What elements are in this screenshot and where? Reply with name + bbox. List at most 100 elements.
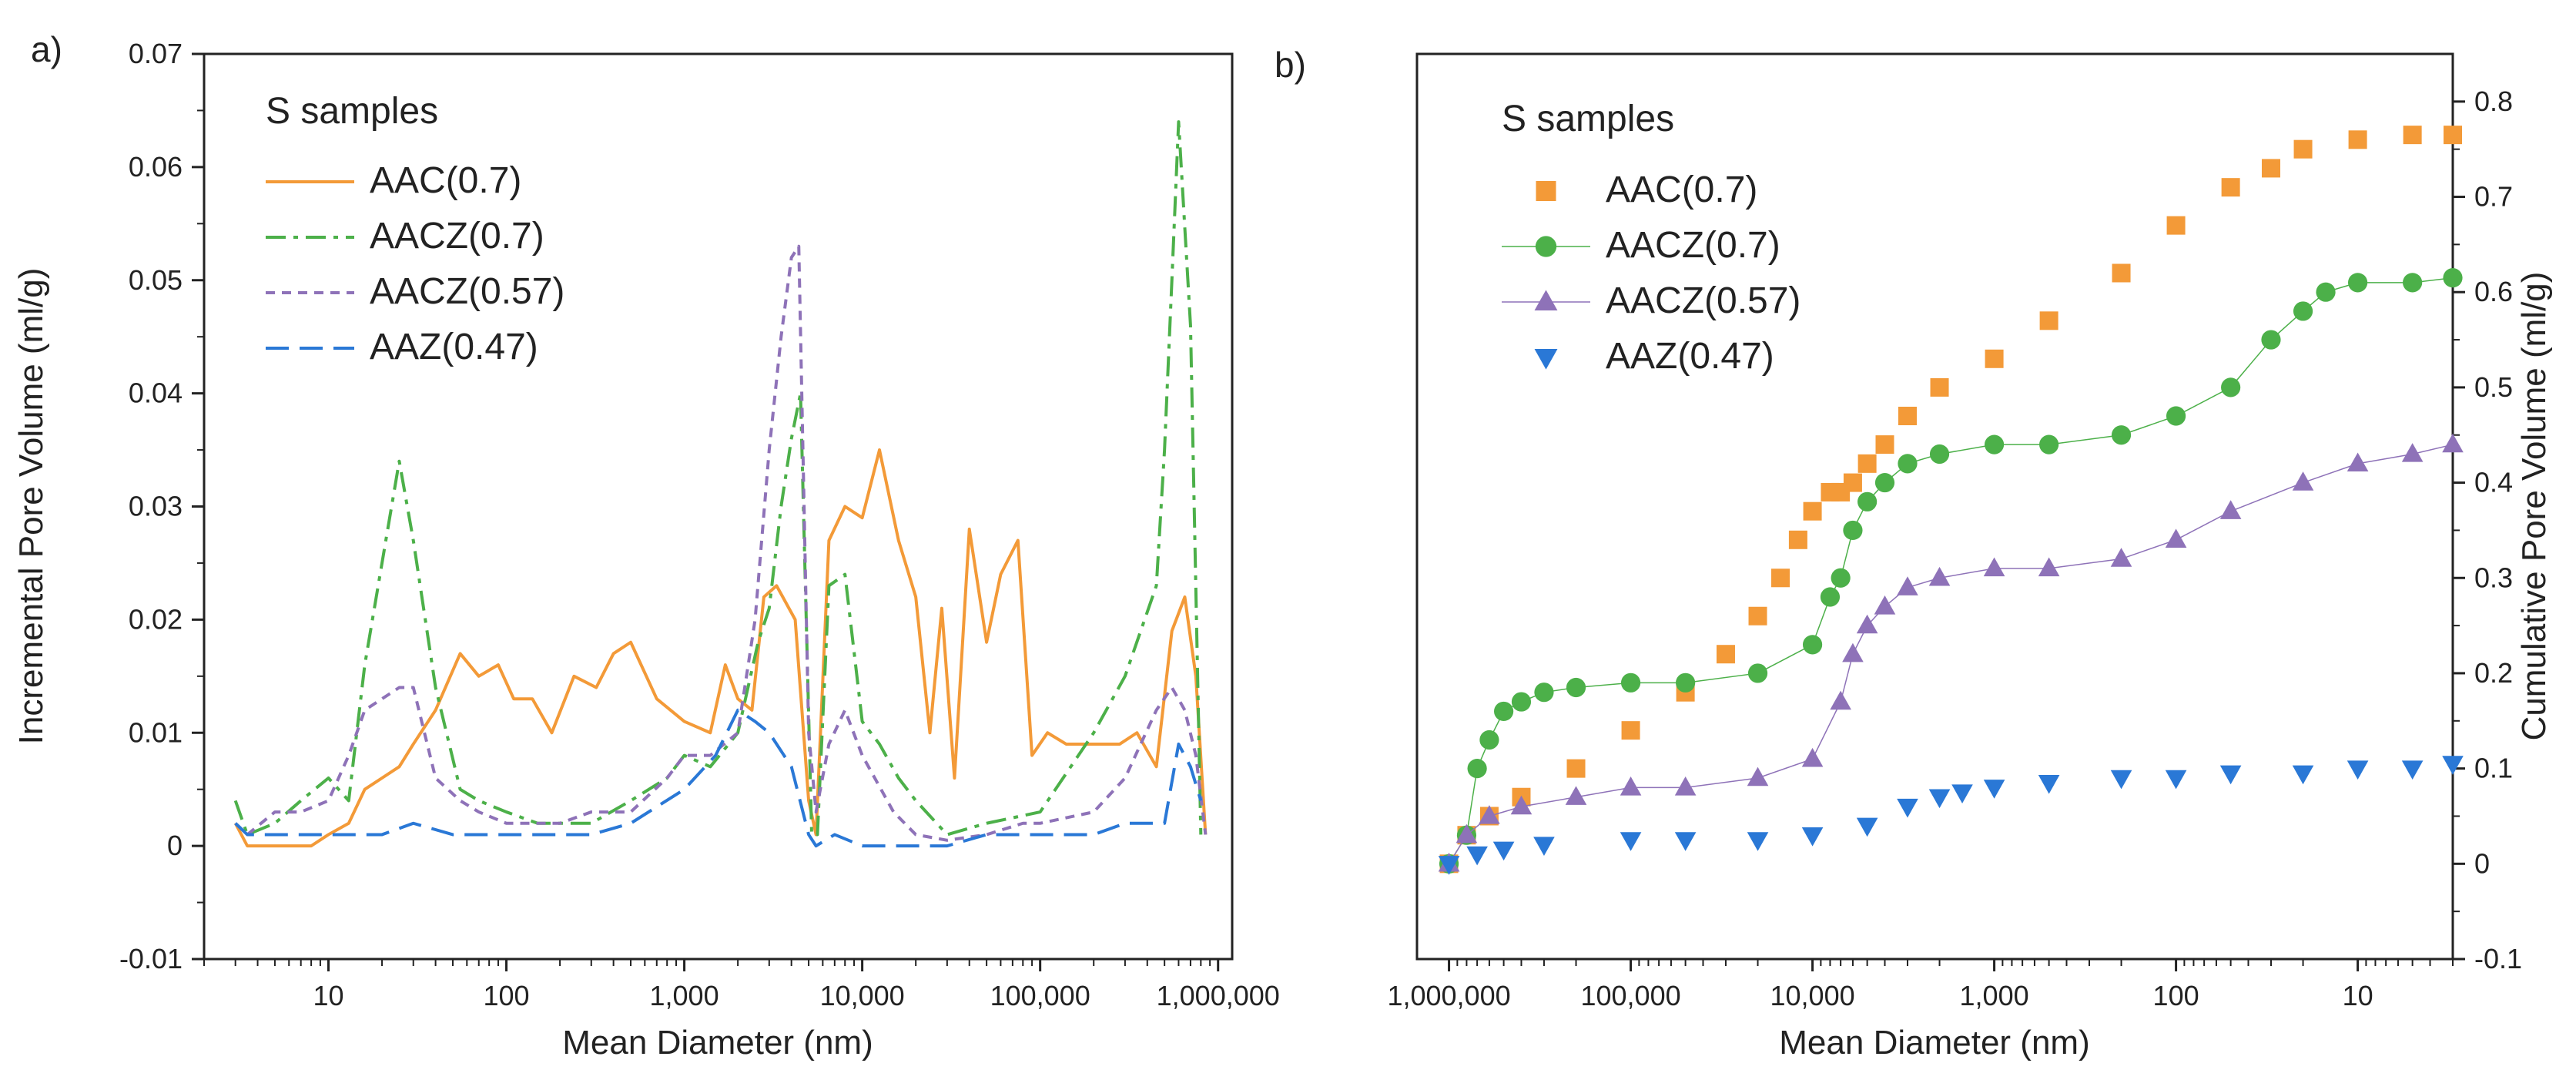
data-point-aacz07 (1747, 663, 1768, 683)
y-tick-label: 0.2 (2474, 657, 2513, 689)
data-point-aacz057 (1897, 576, 1918, 595)
data-point-aacz057 (1874, 595, 1896, 615)
y-tick-label: 0.02 (129, 603, 183, 635)
data-point-aacz07 (2293, 301, 2313, 321)
data-point-aac07 (1843, 473, 1862, 492)
data-point-aaz047 (1533, 837, 1555, 856)
data-point-aacz057 (2219, 500, 2242, 519)
legend-label-aacz057: AACZ(0.57) (370, 271, 564, 312)
x-tick-label: 1,000 (650, 980, 719, 1011)
data-point-aacz07 (2221, 377, 2241, 397)
data-point-aacz07 (2111, 425, 2132, 445)
data-point-aacz07 (1676, 672, 1696, 693)
y-tick-label: 0.03 (129, 491, 183, 522)
legend-label-aaz047: AAZ(0.47) (370, 327, 538, 367)
data-point-aacz057 (2110, 548, 2132, 567)
series-group-b (1438, 126, 2464, 875)
data-point-aacz07 (2039, 434, 2059, 454)
data-point-aacz07 (1831, 568, 1851, 588)
legend-title-a: S samples (266, 91, 438, 132)
data-point-aaz047 (1674, 832, 1697, 851)
x-tick-label: 10,000 (820, 980, 905, 1011)
data-point-aacz057 (1510, 795, 1533, 815)
x-axis-label-a: Mean Diameter (nm) (562, 1024, 873, 1062)
series-line-aacz057 (1448, 444, 2454, 864)
data-point-aacz057 (2165, 528, 2187, 548)
data-point-aaz047 (2038, 774, 2060, 794)
data-point-aac07 (1788, 530, 1807, 549)
data-point-aacz07 (1984, 434, 2005, 454)
x-tick-label: 10 (313, 980, 343, 1011)
data-point-aacz057 (1747, 766, 1769, 787)
data-point-aacz057 (1565, 786, 1587, 805)
data-point-aac07 (1621, 721, 1640, 740)
legend-swatch-aac07 (1536, 181, 1556, 201)
data-point-aacz07 (2261, 330, 2281, 350)
legend-label-aaz047: AAZ(0.47) (1606, 336, 1774, 377)
data-point-aacz057 (1928, 566, 1951, 586)
axis-ticks-a: 10 100 1,000 10,000 100,000 1,000,000 -0.01 0 0.… (119, 38, 1280, 1011)
data-point-aacz07 (1898, 454, 1918, 474)
series-line-aacz057 (234, 244, 1208, 842)
legend-a: S samples AAC(0.7) AACZ(0.7) AACZ(0.57) AAZ… (266, 91, 564, 367)
panel-label-a: a) (31, 29, 62, 69)
data-point-aacz07 (1820, 587, 1841, 607)
data-point-aaz047 (1928, 789, 1951, 809)
data-point-aacz07 (1534, 683, 1554, 703)
data-point-aaz047 (2292, 765, 2314, 785)
y-tick-label: 0.05 (129, 264, 183, 296)
legend-title-b: S samples (1502, 99, 1674, 139)
data-point-aac07 (2444, 126, 2462, 145)
y-tick-label: 0 (167, 830, 183, 861)
data-point-aaz047 (2347, 760, 2369, 780)
x-tick-label: 100,000 (1580, 980, 1680, 1011)
x-tick-label: 100 (2153, 980, 2199, 1011)
data-point-aacz07 (1857, 491, 1878, 511)
y-tick-label: 0 (2474, 847, 2490, 879)
data-point-aacz057 (2442, 433, 2464, 453)
data-point-aacz057 (1842, 642, 1864, 662)
data-point-aaz047 (1983, 780, 2005, 799)
data-point-aacz057 (2347, 452, 2369, 472)
data-point-aaz047 (2442, 756, 2464, 775)
data-point-aacz07 (1467, 759, 1487, 779)
data-point-aacz07 (2166, 406, 2186, 426)
panel-label-b: b) (1275, 45, 1306, 85)
x-axis-label-b: Mean Diameter (nm) (1779, 1024, 2089, 1062)
x-tick-label: 1,000,000 (1387, 980, 1510, 1011)
chart-a: a) 10 100 1,000 10,000 100,000 1,000,000 -0.01… (12, 29, 1280, 1062)
data-point-aacz057 (1856, 614, 1878, 634)
plot-frame-a (203, 52, 1234, 961)
y-tick-label: 0.7 (2474, 181, 2513, 213)
data-point-aacz07 (1843, 520, 1863, 541)
series-line-aac07 (233, 448, 1208, 848)
data-point-aac07 (1875, 435, 1894, 454)
data-point-aacz057 (1801, 747, 1824, 767)
series-group-a (233, 120, 1208, 848)
y-tick-label: 0.06 (129, 151, 183, 183)
x-tick-label: 1,000 (1960, 980, 2029, 1011)
series-line-aaz047 (234, 708, 1203, 848)
legend-label-aacz07: AACZ(0.7) (1606, 225, 1780, 266)
data-point-aacz07 (1929, 444, 1950, 465)
x-tick-label: 10,000 (1770, 980, 1855, 1011)
chart-b: b) 1,000,000 100,000 10,000 1,000 100 10 -0.1 0… (1275, 45, 2553, 1062)
data-point-aaz047 (2110, 770, 2132, 790)
data-point-aacz057 (1674, 776, 1697, 796)
legend-label-aac07: AAC(0.7) (370, 160, 521, 201)
y-tick-label: -0.1 (2474, 943, 2522, 974)
legend-label-aac07: AAC(0.7) (1606, 169, 1757, 210)
data-point-aacz07 (1494, 701, 1514, 722)
y-axis-label-a: Incremental Pore Volume (ml/g) (12, 268, 50, 745)
data-point-aac07 (2221, 178, 2240, 197)
data-point-aac07 (1803, 501, 1822, 521)
y-tick-label: 0.04 (129, 377, 183, 409)
data-point-aac07 (2403, 126, 2422, 145)
data-point-aac07 (2112, 263, 2131, 283)
y-tick-label: 0.8 (2474, 86, 2513, 117)
data-point-aaz047 (1951, 784, 1973, 803)
data-point-aacz07 (1511, 692, 1532, 712)
axis-ticks-b: 1,000,000 100,000 10,000 1,000 100 10 -0.1 0 0.1… (1387, 86, 2522, 1011)
legend-swatch-aacz057 (1534, 290, 1558, 311)
